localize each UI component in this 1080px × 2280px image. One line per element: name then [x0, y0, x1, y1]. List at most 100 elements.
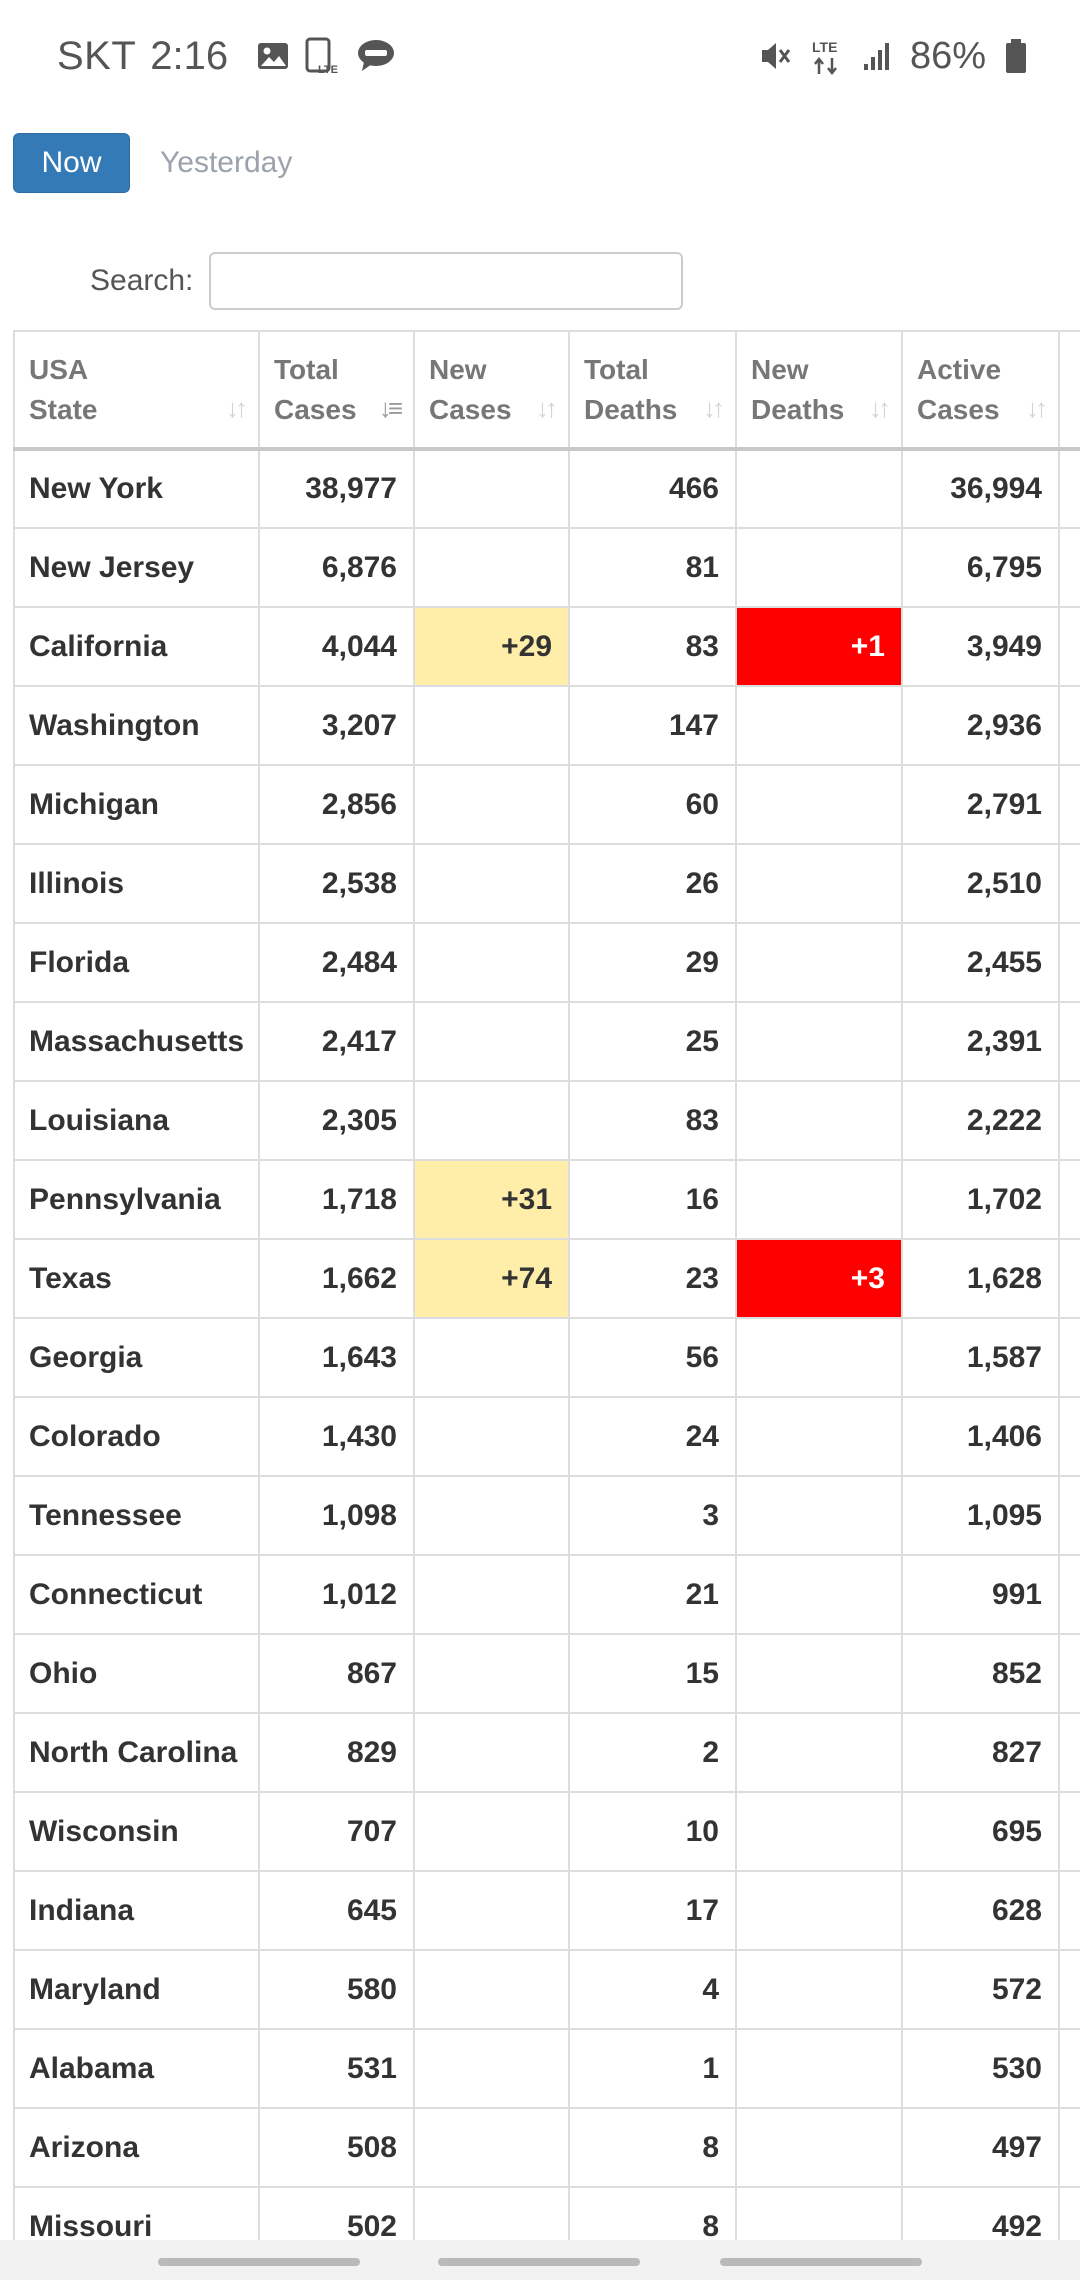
cell-new-cases	[413, 1317, 570, 1398]
cell-total-deaths: 29	[568, 922, 737, 1003]
cell-total-deaths: 25	[568, 1001, 737, 1082]
cell-total-cases: 829	[258, 1712, 415, 1793]
cell-total-cases: 2,538	[258, 843, 415, 924]
header-total-deaths[interactable]: Total Deaths ↓↑	[568, 330, 737, 451]
cell-overflow	[1058, 1949, 1080, 2030]
header-label-line2: Cases	[274, 393, 357, 425]
cell-new-deaths	[735, 843, 903, 924]
header-new-deaths[interactable]: New Deaths ↓↑	[735, 330, 903, 451]
nav-home-pill[interactable]	[438, 2258, 640, 2266]
cell-active-cases: 695	[901, 1791, 1060, 1872]
sort-icon: ↓↑	[869, 393, 891, 423]
now-button[interactable]: Now	[13, 133, 130, 193]
cell-overflow	[1058, 843, 1080, 924]
cell-new-cases: +31	[413, 1159, 570, 1240]
cell-total-cases: 2,856	[258, 764, 415, 845]
cell-overflow	[1058, 2186, 1080, 2240]
table-row: Florida 2,484 29 2,455	[13, 922, 1080, 1003]
cell-new-deaths	[735, 1633, 903, 1714]
cell-total-cases: 867	[258, 1633, 415, 1714]
cell-active-cases: 36,994	[901, 448, 1060, 529]
cell-overflow	[1058, 1080, 1080, 1161]
cell-total-deaths: 466	[568, 448, 737, 529]
cell-new-deaths	[735, 1791, 903, 1872]
status-bar-left: SKT 2:16 LTE	[57, 28, 396, 84]
lte-data-label: LTE	[812, 39, 837, 55]
cell-overflow	[1058, 1159, 1080, 1240]
cell-state: New York	[13, 448, 260, 529]
table-row: Alabama 531 1 530	[13, 2028, 1080, 2109]
cell-new-deaths	[735, 1001, 903, 1082]
cell-active-cases: 628	[901, 1870, 1060, 1951]
table-row: Michigan 2,856 60 2,791	[13, 764, 1080, 845]
cell-new-deaths	[735, 2028, 903, 2109]
cell-overflow	[1058, 1633, 1080, 1714]
status-bar-right: LTE 86%	[758, 28, 1028, 84]
header-label-line2: Deaths	[751, 393, 845, 425]
cell-state: Florida	[13, 922, 260, 1003]
cell-new-deaths	[735, 1949, 903, 2030]
cell-total-deaths: 10	[568, 1791, 737, 1872]
lte-data-icon: LTE	[810, 36, 844, 76]
cell-active-cases: 991	[901, 1554, 1060, 1635]
table-row: Ohio 867 15 852	[13, 1633, 1080, 1714]
gesture-nav-bar	[0, 2240, 1080, 2280]
cell-overflow	[1058, 1238, 1080, 1319]
cell-total-cases: 2,484	[258, 922, 415, 1003]
cell-total-deaths: 8	[568, 2186, 737, 2240]
cell-new-deaths	[735, 1080, 903, 1161]
cell-state: Colorado	[13, 1396, 260, 1477]
carrier-label: SKT	[57, 33, 137, 78]
cell-state: California	[13, 606, 260, 687]
sort-desc-icon: ↓≡	[378, 393, 403, 423]
cell-total-cases: 531	[258, 2028, 415, 2109]
cell-new-cases	[413, 1475, 570, 1556]
sort-icon: ↓↑	[703, 393, 725, 423]
header-usa-state[interactable]: USA State ↓↑	[13, 330, 260, 451]
header-label-line2: State	[29, 393, 98, 425]
header-label-line2: Deaths	[584, 393, 678, 425]
cell-state: Washington	[13, 685, 260, 766]
header-active-cases[interactable]: Active Cases ↓↑	[901, 330, 1060, 451]
cell-new-deaths	[735, 1554, 903, 1635]
cell-total-cases: 508	[258, 2107, 415, 2188]
table-row: Maryland 580 4 572	[13, 1949, 1080, 2030]
table-row: Illinois 2,538 26 2,510	[13, 843, 1080, 924]
header-label-line1: Active	[917, 353, 1002, 385]
cell-new-deaths	[735, 764, 903, 845]
cell-new-deaths	[735, 1317, 903, 1398]
cell-new-deaths	[735, 1870, 903, 1951]
nav-back-pill[interactable]	[158, 2258, 360, 2266]
cell-total-deaths: 23	[568, 1238, 737, 1319]
header-total-cases[interactable]: Total Cases ↓≡	[258, 330, 415, 451]
header-new-cases[interactable]: New Cases ↓↑	[413, 330, 570, 451]
cell-active-cases: 827	[901, 1712, 1060, 1793]
table-row: Massachusetts 2,417 25 2,391	[13, 1001, 1080, 1082]
search-label: Search:	[90, 264, 194, 297]
cell-state: New Jersey	[13, 527, 260, 608]
table-row: Arizona 508 8 497	[13, 2107, 1080, 2188]
cell-total-cases: 1,098	[258, 1475, 415, 1556]
cell-overflow	[1058, 1475, 1080, 1556]
states-table-container[interactable]: USA State ↓↑ Total Cases ↓≡ New Cases ↓↑…	[13, 330, 1080, 2240]
cell-new-cases: +29	[413, 606, 570, 687]
lte-phone-icon: LTE	[304, 36, 342, 76]
cell-new-deaths: +3	[735, 1238, 903, 1319]
cell-active-cases: 1,587	[901, 1317, 1060, 1398]
search-input[interactable]	[209, 252, 684, 310]
cell-state: Indiana	[13, 1870, 260, 1951]
cell-new-cases	[413, 2107, 570, 2188]
cell-total-deaths: 3	[568, 1475, 737, 1556]
yesterday-button[interactable]: Yesterday	[160, 146, 293, 179]
cell-new-cases	[413, 2186, 570, 2240]
cell-new-deaths	[735, 922, 903, 1003]
cell-overflow	[1058, 606, 1080, 687]
cell-overflow	[1058, 2028, 1080, 2109]
search-row: Search:	[90, 252, 684, 310]
cell-new-cases	[413, 1633, 570, 1714]
cell-new-deaths	[735, 1475, 903, 1556]
battery-percent: 86%	[909, 34, 986, 77]
header-label-line1: New	[751, 353, 809, 385]
nav-recents-pill[interactable]	[720, 2258, 922, 2266]
cell-total-deaths: 8	[568, 2107, 737, 2188]
